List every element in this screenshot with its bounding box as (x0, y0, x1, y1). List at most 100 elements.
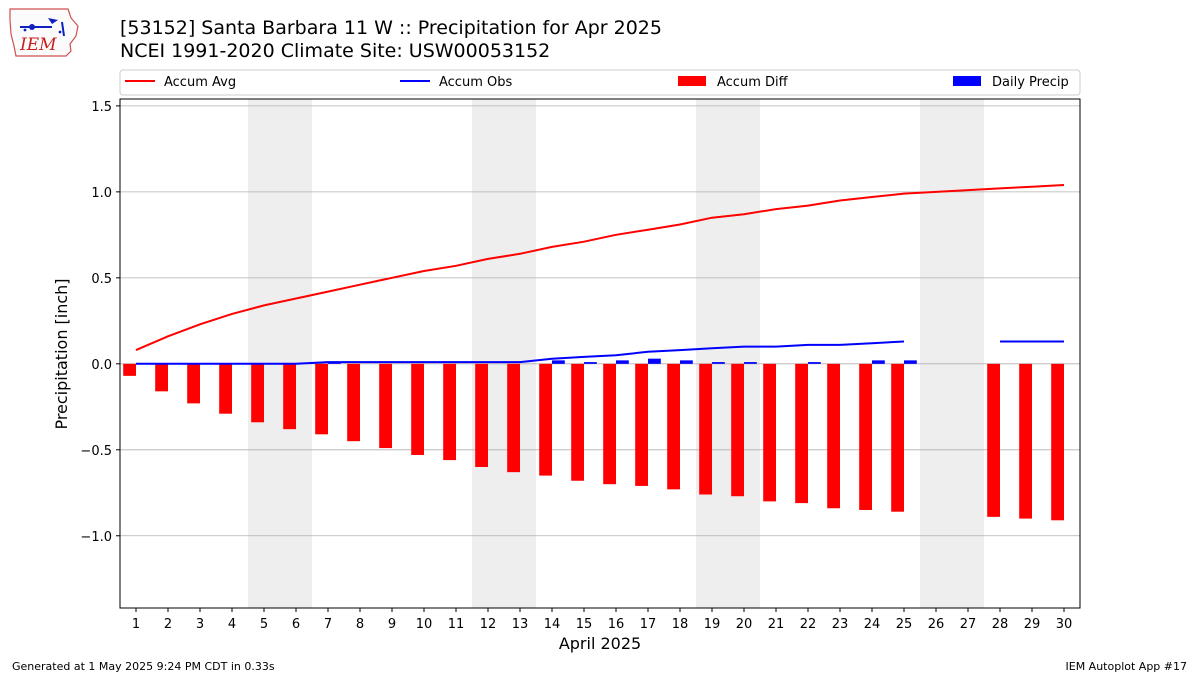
weekend-band-12 (472, 99, 504, 608)
accum-obs-line (136, 340, 1064, 365)
x-tick-label: 20 (736, 617, 753, 632)
weekend-band-6 (280, 99, 312, 608)
x-tick-label: 24 (864, 617, 881, 632)
accum-diff-bar-12 (475, 363, 488, 467)
daily-precip-bar-22 (808, 362, 821, 364)
daily-precip-bar-17 (648, 358, 661, 364)
daily-precip-bar-18 (680, 360, 693, 364)
iem-logo: IEM (9, 8, 79, 57)
y-axis-label: Precipitation [inch] (52, 278, 71, 429)
accum-diff-bar-21 (763, 363, 776, 502)
accum-diff-bar-5 (251, 363, 264, 423)
legend-frame (119, 69, 1081, 96)
legend-label: Daily Precip (992, 75, 1069, 90)
x-tick-label: 9 (388, 617, 396, 632)
weekend-shading (248, 99, 984, 608)
weekend-band-20 (728, 99, 760, 608)
x-tick-label: 16 (608, 617, 625, 632)
x-tick-label: 1 (132, 617, 140, 632)
daily-precip-bar-16 (616, 360, 629, 364)
chart-subtitle: NCEI 1991-2020 Climate Site: USW00053152 (120, 40, 551, 62)
accum-diff-bar-13 (507, 363, 520, 473)
x-tick-label: 26 (928, 617, 945, 632)
accum-diff-bar-11 (443, 363, 456, 461)
logo-text: IEM (19, 35, 57, 55)
x-tick-label: 5 (260, 617, 268, 632)
accum-diff-bar-30 (1051, 363, 1064, 521)
weekend-band-19 (696, 99, 728, 608)
x-tick-label: 12 (480, 617, 497, 632)
iowa-state-weather-logo-icon (9, 8, 79, 57)
accum-diff-bar-23 (827, 363, 840, 509)
accum-diff-bar-7 (315, 363, 328, 435)
x-tick-label: 22 (800, 617, 817, 632)
daily-precip-bar-20 (744, 362, 757, 364)
x-tick-label: 18 (672, 617, 689, 632)
accum-diff-bar-24 (859, 363, 872, 510)
legend-swatch-3 (953, 76, 981, 86)
accum-diff-bar-17 (635, 363, 648, 486)
accum-diff-bar-29 (1019, 363, 1032, 519)
y-tick-label: −1.0 (80, 530, 112, 545)
x-tick-label: 8 (356, 617, 364, 632)
accum-diff-bar-6 (283, 363, 296, 430)
generated-timestamp: Generated at 1 May 2025 9:24 PM CDT in 0… (12, 660, 275, 673)
x-tick-label: 15 (576, 617, 593, 632)
legend-label: Accum Obs (439, 75, 512, 90)
accum-lines (135, 184, 1065, 365)
x-tick-label: 29 (1024, 617, 1041, 632)
legend-label: Accum Diff (717, 75, 789, 90)
y-tick-label: 0.0 (91, 358, 112, 373)
accum-diff-bar-2 (155, 363, 168, 392)
y-tick-label: 1.5 (91, 100, 112, 115)
x-tick-label: 17 (640, 617, 657, 632)
x-tick-label: 7 (324, 617, 332, 632)
axes: −1.0−0.50.00.51.01.51 2 3 4 5 6 7 8 9 10 11 12 13 14 1… (80, 98, 1081, 632)
accum-diff-bar-18 (667, 363, 680, 490)
accum-diff-bar-16 (603, 363, 616, 485)
legend-label: Accum Avg (164, 75, 236, 90)
x-tick-label: 30 (1056, 617, 1073, 632)
daily-precip-bar-24 (872, 360, 885, 364)
x-tick-label: 19 (704, 617, 721, 632)
daily-precip-bar-25 (904, 360, 917, 364)
accum-diff-bar-1 (123, 363, 136, 376)
x-tick-label: 28 (992, 617, 1009, 632)
accum-diff-bar-14 (539, 363, 552, 476)
accum-diff-bar-4 (219, 363, 232, 414)
x-tick-label: 3 (196, 617, 204, 632)
legend: Accum Avg Accum Obs Accum Diff Daily Precip (119, 69, 1081, 96)
weekend-band-5 (248, 99, 280, 608)
app-label: IEM Autoplot App #17 (1065, 660, 1188, 673)
chart-title: [53152] Santa Barbara 11 W :: Precipitat… (120, 17, 662, 39)
accum-diff-bars (123, 363, 1064, 521)
x-tick-label: 2 (164, 617, 172, 632)
accum-avg-line (135, 184, 1065, 352)
y-tick-label: 1.0 (91, 186, 112, 201)
x-tick-label: 21 (768, 617, 785, 632)
daily-precip-bar-19 (712, 362, 725, 364)
daily-precip-bar-14 (552, 360, 565, 364)
x-tick-label: 27 (960, 617, 977, 632)
plot-frame (119, 98, 1081, 609)
daily-precip-bar-15 (584, 362, 597, 364)
y-tick-label: 0.5 (91, 272, 112, 287)
x-tick-label: 11 (448, 617, 465, 632)
accum-diff-bar-22 (795, 363, 808, 504)
x-tick-label: 25 (896, 617, 913, 632)
y-tick-label: −0.5 (80, 444, 112, 459)
x-tick-label: 10 (416, 617, 433, 632)
weekend-band-26 (920, 99, 952, 608)
x-axis-label: April 2025 (559, 634, 641, 653)
accum-diff-bar-3 (187, 363, 200, 404)
accum-diff-bar-25 (891, 363, 904, 512)
x-tick-label: 14 (544, 617, 561, 632)
legend-swatch-2 (678, 76, 706, 86)
x-tick-label: 13 (512, 617, 529, 632)
x-tick-label: 23 (832, 617, 849, 632)
accum-diff-bar-10 (411, 363, 424, 455)
accum-diff-bar-9 (379, 363, 392, 449)
accum-diff-bar-19 (699, 363, 712, 495)
x-tick-label: 4 (228, 617, 236, 632)
